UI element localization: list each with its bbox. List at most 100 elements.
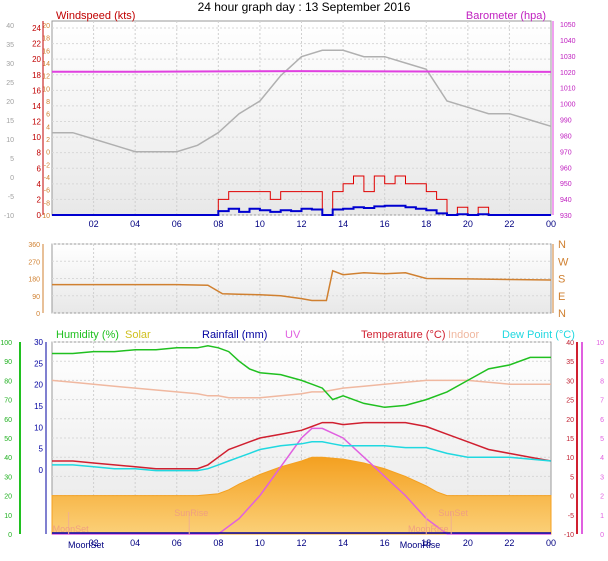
wind-average-line (52, 204, 551, 216)
outside-axis-tick-label: 10 (6, 137, 14, 144)
humidity-tick-label: 30 (4, 474, 12, 481)
inner-axis-tick-label: -4 (44, 175, 50, 182)
legend-entry: Indoor (448, 329, 480, 341)
windspeed-axis-title: Windspeed (kts) (56, 10, 135, 22)
direction-tick-label: 360 (28, 242, 40, 249)
indoor-temperature-line (51, 379, 551, 399)
rainfall-tick-label: 15 (34, 402, 43, 411)
humidity-line (52, 345, 551, 409)
legend-entry: Temperature (°C) (361, 329, 445, 341)
moonrise-bottom-label: MoonRise (400, 540, 441, 550)
lower-x-tick-label: 14 (338, 538, 348, 548)
barometer-tick-label: 940 (560, 197, 572, 204)
windspeed-tick-label: 8 (37, 149, 42, 158)
lower-x-tick-label: 06 (172, 538, 182, 548)
legend-entry: Rainfall (mm) (202, 329, 267, 341)
rainfall-tick-label: 5 (39, 445, 44, 454)
wind-x-tick-label: 22 (504, 219, 514, 229)
barometer-tick-label: 1040 (560, 38, 576, 45)
event-label: SunRise (174, 508, 208, 518)
barometer-tick-label: 1030 (560, 54, 576, 61)
inner-axis-tick-label: 6 (46, 112, 50, 119)
barometer-tick-label: 1020 (560, 70, 576, 77)
lower-x-tick-label: 12 (296, 538, 306, 548)
outside-axis-tick-label: 35 (6, 42, 14, 49)
barometer-tick-label: 1050 (560, 22, 576, 29)
outside-series-line (52, 49, 552, 153)
humidity-tick-label: 70 (4, 398, 12, 405)
barometer-tick-label: 990 (560, 118, 572, 125)
lower-x-tick-label: 00 (546, 538, 556, 548)
inner-axis-tick-label: 2 (46, 137, 50, 144)
temperature-line (52, 421, 552, 470)
rainfall-tick-label: 25 (34, 359, 43, 368)
outside-axis-tick-label: 20 (6, 99, 14, 106)
direction-tick-label: 270 (28, 259, 40, 266)
direction-tick-label: 90 (32, 294, 40, 301)
barometer-axis-title: Barometer (hpa) (466, 10, 546, 22)
wind-x-tick-label: 12 (296, 219, 306, 229)
windspeed-tick-label: 18 (32, 71, 41, 80)
windspeed-tick-label: 20 (32, 55, 41, 64)
barometer-tick-label: 970 (560, 149, 572, 156)
temperature-tick-label: 40 (566, 340, 574, 347)
compass-letter: E (558, 291, 565, 303)
inner-axis-tick-label: 4 (46, 124, 50, 131)
wind-x-tick-label: 10 (255, 219, 265, 229)
compass-letter: N (558, 308, 566, 320)
temperature-tick-label: 30 (566, 378, 574, 385)
rainfall-tick-label: 0 (39, 466, 44, 475)
barometer-tick-label: 980 (560, 133, 572, 140)
uv-tick-label: 10 (596, 340, 604, 347)
temperature-tick-label: 0 (570, 494, 574, 501)
legend-entry: Dew Point (°C) (502, 329, 575, 341)
outside-axis-tick-label: 0 (10, 175, 14, 182)
humidity-tick-label: 60 (4, 417, 12, 424)
humidity-tick-label: 0 (8, 532, 12, 539)
wind-x-tick-label: 00 (546, 219, 556, 229)
outside-axis-tick-label: 25 (6, 80, 14, 87)
barometer-tick-label: 930 (560, 213, 572, 220)
uv-tick-label: 0 (600, 532, 604, 539)
temperature-tick-label: 10 (566, 455, 574, 462)
windspeed-tick-label: 10 (32, 133, 41, 142)
uv-tick-label: 6 (600, 417, 604, 424)
humidity-tick-label: 10 (4, 513, 12, 520)
humidity-tick-label: 100 (0, 340, 12, 347)
compass-letter: W (558, 256, 569, 268)
data-series: MoonSet SunRise SunSet MoonRise (51, 49, 552, 535)
temperature-tick-label: 5 (570, 474, 574, 481)
barometer-tick-label: 1010 (560, 86, 576, 93)
windspeed-tick-label: 14 (32, 102, 41, 111)
wind-x-tick-label: 18 (421, 219, 431, 229)
inner-axis-tick-label: 0 (46, 150, 50, 157)
inner-axis-tick-label: 20 (42, 23, 50, 30)
inner-axis-tick-label: -6 (44, 188, 50, 195)
inner-axis-tick-label: -2 (44, 162, 50, 169)
uv-tick-label: 8 (600, 378, 604, 385)
wind-x-tick-label: 16 (380, 219, 390, 229)
event-label: SunSet (438, 508, 468, 518)
inner-axis-tick-label: 8 (46, 99, 50, 106)
outside-axis-tick-label: -10 (4, 213, 14, 220)
outside-axis-tick-label: 5 (10, 156, 14, 163)
wind-x-tick-label: 02 (89, 219, 99, 229)
wind-x-tick-label: 20 (463, 219, 473, 229)
windspeed-tick-label: 6 (37, 164, 42, 173)
uv-tick-label: 3 (600, 474, 604, 481)
uv-line (52, 427, 551, 535)
windspeed-tick-label: 12 (32, 118, 41, 127)
uv-tick-label: 5 (600, 436, 604, 443)
humidity-tick-label: 20 (4, 494, 12, 501)
humidity-tick-label: 40 (4, 455, 12, 462)
compass-letter: S (558, 274, 565, 286)
inner-axis-tick-label: 18 (42, 36, 50, 43)
uv-tick-label: 9 (600, 359, 604, 366)
barometer-tick-label: 960 (560, 165, 572, 172)
windspeed-tick-label: 22 (32, 40, 41, 49)
page-title: 24 hour graph day : 13 September 2016 (198, 0, 411, 14)
lower-x-tick-label: 02 (89, 538, 99, 548)
grid-lines (52, 21, 551, 535)
